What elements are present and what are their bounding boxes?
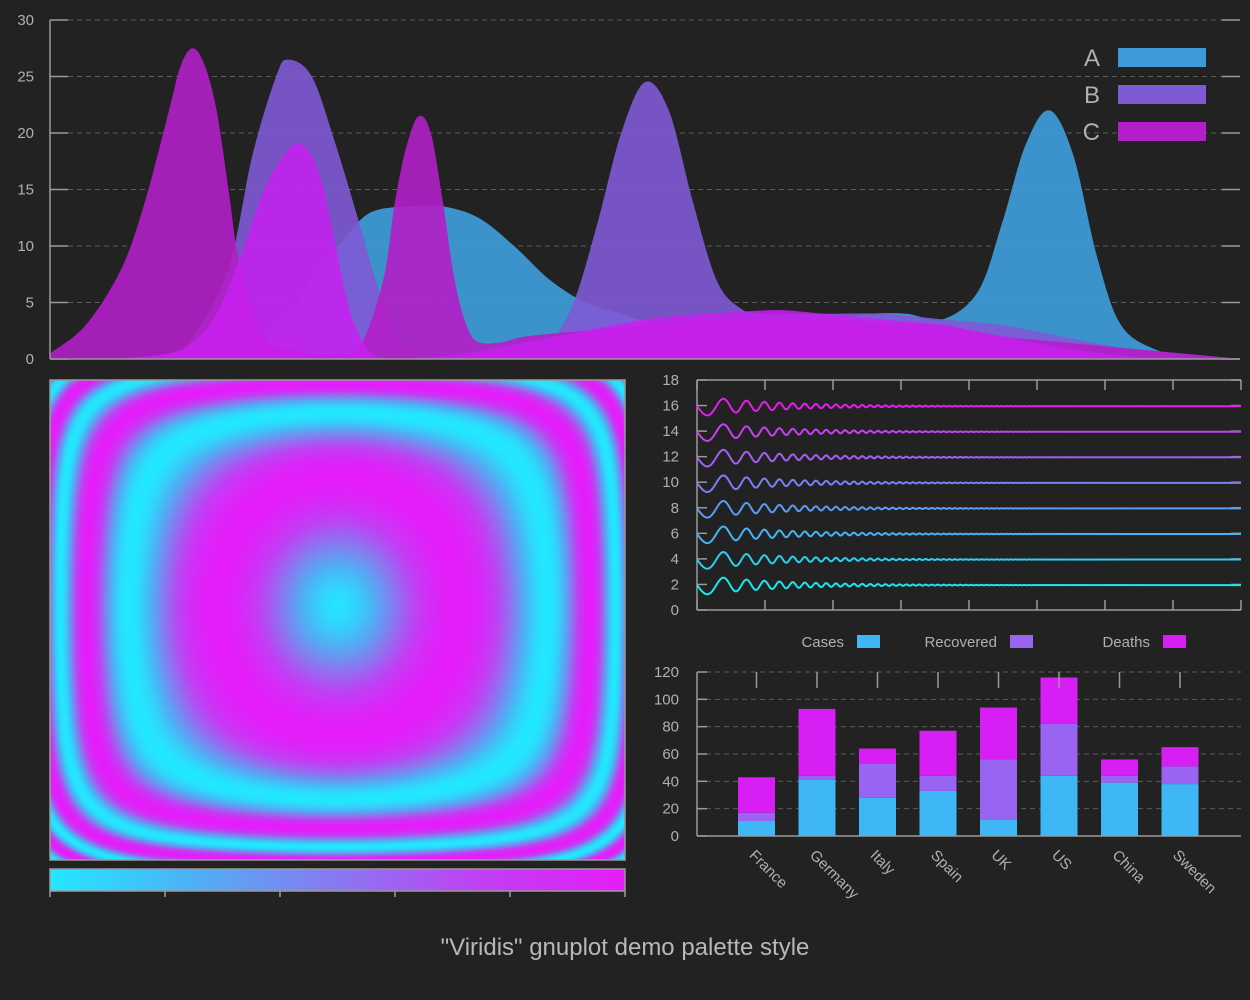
y-tick-label: 0 bbox=[671, 602, 679, 619]
bar-segment-recovered bbox=[859, 763, 896, 798]
figure-caption: "Viridis" gnuplot demo palette style bbox=[440, 934, 810, 961]
stacked-bar-chart-panel: 0 20 40 60 80 100 120 Cases Recovered Deaths Franc… bbox=[654, 634, 1241, 903]
legend-label: Recovered bbox=[924, 634, 997, 651]
oscillation-line bbox=[696, 474, 1242, 494]
bar-segment-deaths bbox=[919, 730, 957, 776]
y-tick-label: 2 bbox=[671, 576, 679, 593]
area-series-c bbox=[50, 48, 1240, 360]
legend-swatch bbox=[1118, 48, 1206, 67]
legend-label: A bbox=[1084, 45, 1100, 72]
y-tick-label: 12 bbox=[662, 449, 679, 466]
x-tick-label: US bbox=[1048, 847, 1075, 874]
y-tick-label: 4 bbox=[671, 551, 679, 568]
legend-swatch bbox=[1118, 85, 1206, 104]
oscillation-line bbox=[696, 397, 1242, 417]
y-tick-label: 20 bbox=[17, 125, 34, 142]
bar-segment-recovered bbox=[738, 812, 775, 821]
y-tick-label: 10 bbox=[662, 474, 679, 491]
bar-segment-cases bbox=[980, 819, 1017, 836]
bar-segment-cases bbox=[738, 820, 775, 836]
y-tick-label: 18 bbox=[662, 372, 679, 389]
legend-swatch bbox=[1010, 635, 1033, 648]
bar-segment-deaths bbox=[798, 708, 836, 776]
oscillation-line bbox=[696, 423, 1242, 442]
area-series-extra bbox=[50, 143, 1240, 359]
oscillation-line bbox=[696, 525, 1242, 545]
y-tick-label: 100 bbox=[654, 691, 679, 708]
y-tick-label: 16 bbox=[662, 398, 679, 415]
oscillation-line bbox=[696, 499, 1241, 519]
heatmap-border bbox=[49, 379, 626, 861]
y-tick-label: 120 bbox=[654, 664, 679, 681]
oscillation-line bbox=[696, 576, 1242, 596]
y-tick-label: 0 bbox=[26, 351, 34, 368]
bar-segment-deaths bbox=[859, 748, 896, 764]
legend-label: B bbox=[1084, 82, 1100, 109]
y-tick-label: 40 bbox=[662, 773, 679, 790]
y-tick-label: 0 bbox=[671, 828, 679, 845]
legend-label: Deaths bbox=[1102, 634, 1150, 651]
oscillation-chart-panel: 0 2 4 6 8 10 12 14 16 18 bbox=[662, 372, 1242, 619]
bar-segment-recovered bbox=[980, 759, 1017, 820]
y-tick-label: 5 bbox=[26, 295, 34, 312]
y-tick-label: 8 bbox=[671, 500, 679, 517]
area-chart-panel: 0 5 10 15 20 25 30 ABC bbox=[17, 12, 1240, 368]
bar-segment-recovered bbox=[1161, 766, 1199, 785]
x-tick-label: UK bbox=[988, 847, 1015, 874]
bar-segment-recovered bbox=[1040, 723, 1078, 776]
x-tick-label: Germany bbox=[806, 847, 862, 903]
bar-segment-deaths bbox=[1161, 747, 1199, 767]
y-tick-label: 25 bbox=[17, 69, 34, 86]
bar-segment-cases bbox=[1161, 784, 1199, 836]
legend-label: C bbox=[1083, 119, 1100, 146]
y-tick-label: 15 bbox=[17, 182, 34, 199]
bar-segment-deaths bbox=[980, 707, 1017, 760]
bar-segment-cases bbox=[859, 797, 896, 836]
legend-swatch bbox=[1118, 122, 1206, 141]
bar-segment-recovered bbox=[1101, 775, 1138, 783]
oscillation-line bbox=[696, 551, 1241, 570]
heatmap-image bbox=[50, 380, 625, 860]
heatmap-panel bbox=[49, 379, 626, 897]
bar-segment-cases bbox=[919, 790, 957, 836]
y-tick-label: 60 bbox=[662, 746, 679, 763]
area-series-b bbox=[50, 59, 1240, 359]
colorbox bbox=[49, 868, 626, 892]
y-tick-label: 30 bbox=[17, 12, 34, 29]
bar-segment-cases bbox=[1101, 782, 1138, 836]
x-tick-label: Italy bbox=[867, 847, 899, 879]
bar-segment-deaths bbox=[1101, 759, 1138, 776]
bar-segment-recovered bbox=[919, 775, 957, 791]
y-tick-label: 10 bbox=[17, 238, 34, 255]
y-tick-label: 14 bbox=[662, 423, 679, 440]
bar-segment-recovered bbox=[798, 775, 836, 780]
y-tick-label: 6 bbox=[671, 525, 679, 542]
x-tick-label: Spain bbox=[927, 847, 966, 886]
x-tick-label: Sweden bbox=[1169, 847, 1219, 897]
x-tick-label: France bbox=[746, 847, 791, 892]
bar-segment-cases bbox=[1040, 775, 1078, 836]
y-tick-label: 20 bbox=[662, 801, 679, 818]
bar-segment-deaths bbox=[738, 777, 775, 813]
y-tick-label: 80 bbox=[662, 719, 679, 736]
oscillation-line bbox=[696, 448, 1241, 468]
legend-label: Cases bbox=[801, 634, 844, 651]
bar-segment-cases bbox=[798, 779, 836, 836]
legend-swatch bbox=[1163, 635, 1186, 648]
x-tick-label: China bbox=[1109, 847, 1149, 887]
legend-swatch bbox=[857, 635, 880, 648]
